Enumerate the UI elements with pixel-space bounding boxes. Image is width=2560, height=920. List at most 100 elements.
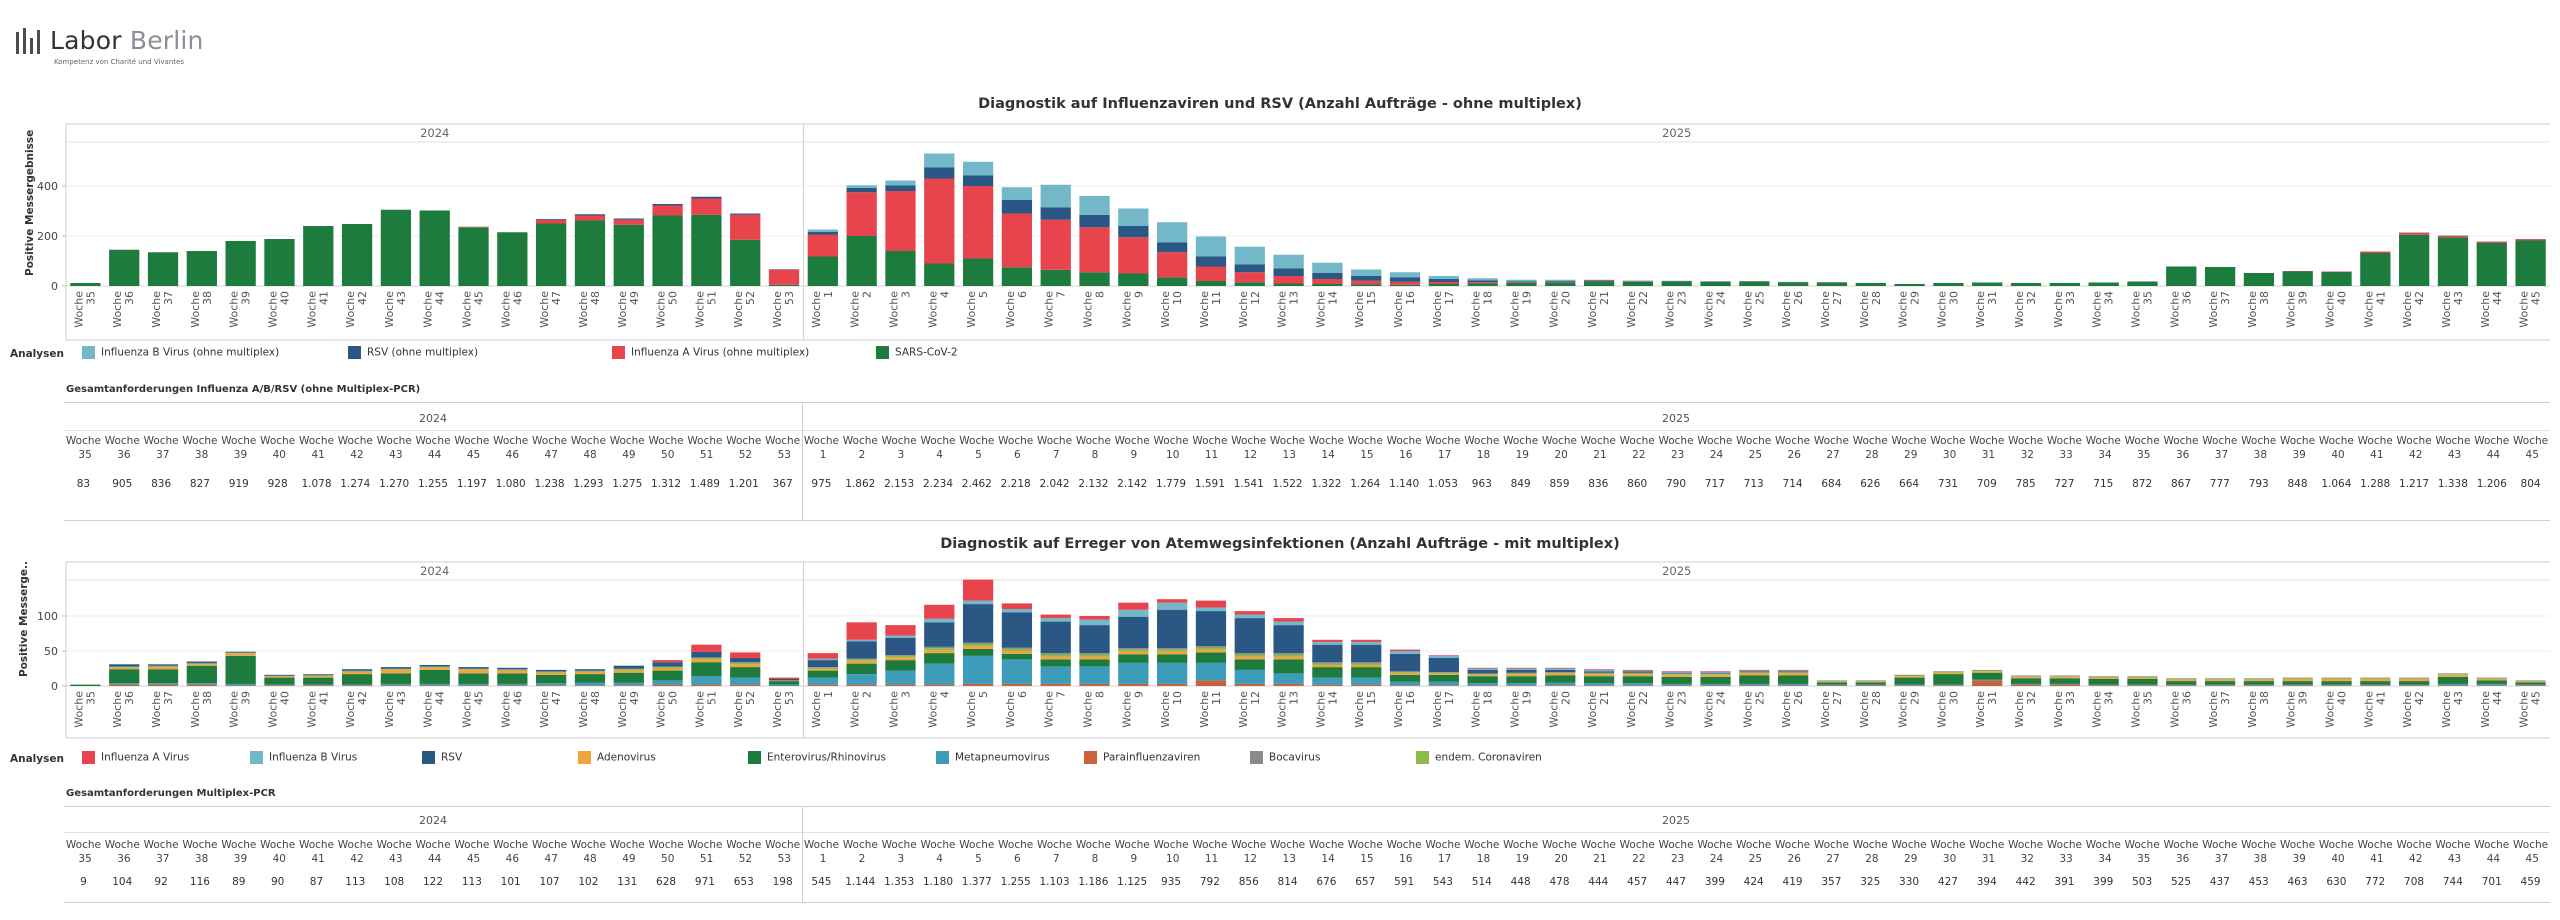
svg-text:10: 10 bbox=[1171, 291, 1184, 305]
x-tick-label: Woche 25 bbox=[1741, 291, 1766, 328]
bar-segment bbox=[419, 667, 450, 670]
bar-segment bbox=[536, 683, 567, 686]
bar-segment bbox=[1079, 659, 1110, 667]
table-week-header: Woche 1 bbox=[803, 839, 839, 865]
table-value: 478 bbox=[1549, 876, 1570, 888]
table-week-header: Woche 39 bbox=[221, 839, 257, 865]
x-tick-label: Woche 16 bbox=[1392, 691, 1417, 728]
svg-text:52: 52 bbox=[744, 691, 757, 705]
bar-segment bbox=[924, 663, 955, 685]
svg-text:Woche: Woche bbox=[2324, 291, 2337, 328]
bar-segment bbox=[2360, 684, 2391, 686]
legend-item[interactable]: Metapneumovirus bbox=[936, 751, 1050, 769]
bar-segment bbox=[1545, 279, 1576, 281]
bar-segment bbox=[380, 673, 412, 684]
x-tick-label: Woche 50 bbox=[655, 691, 680, 728]
bar-segment bbox=[1545, 675, 1576, 683]
bar-segment bbox=[924, 653, 955, 664]
table-week-header: Woche 37 bbox=[2202, 435, 2238, 461]
svg-text:48: 48 bbox=[589, 291, 602, 305]
bar-segment bbox=[807, 653, 838, 659]
x-tick-label: Woche 2 bbox=[849, 291, 874, 328]
bar-segment bbox=[691, 651, 722, 658]
legend-item[interactable]: Parainfluenzaviren bbox=[1084, 751, 1200, 769]
x-tick-label: Woche 2 bbox=[849, 691, 874, 728]
bar-segment bbox=[2204, 679, 2236, 682]
legend-item[interactable]: endem. Coronaviren bbox=[1416, 751, 1542, 769]
svg-text:1: 1 bbox=[822, 291, 835, 298]
bar-segment bbox=[1467, 674, 1498, 675]
legend-item[interactable]: Influenza B Virus bbox=[250, 751, 357, 769]
bar-segment bbox=[2049, 675, 2080, 677]
bar-segment bbox=[1351, 639, 1382, 642]
legend-item[interactable]: Enterovirus/Rhinovirus bbox=[748, 751, 886, 769]
bar-segment bbox=[574, 670, 606, 672]
legend-item[interactable]: Influenza B Virus (ohne multiplex) bbox=[82, 346, 279, 364]
bar-segment bbox=[2282, 271, 2313, 286]
bar-segment bbox=[1661, 674, 1692, 677]
bar-segment bbox=[2399, 678, 2430, 679]
bar-segment bbox=[1506, 685, 1537, 686]
svg-text:Woche: Woche bbox=[1508, 691, 1521, 728]
bar-segment bbox=[380, 685, 412, 686]
bar-segment bbox=[1778, 671, 1809, 672]
table-value: 113 bbox=[345, 876, 366, 888]
bar-segment bbox=[1351, 269, 1382, 276]
legend-item[interactable]: RSV bbox=[422, 751, 462, 769]
legend-item[interactable]: Influenza A Virus bbox=[82, 751, 189, 769]
legend-item[interactable]: Influenza A Virus (ohne multiplex) bbox=[612, 346, 809, 364]
legend-item[interactable]: SARS-CoV-2 bbox=[876, 346, 958, 364]
bar-segment bbox=[2321, 679, 2352, 682]
bar-segment bbox=[1545, 282, 1576, 286]
bar-segment bbox=[147, 665, 179, 667]
table-week-header: Woche 12 bbox=[1231, 435, 1267, 461]
legend-item[interactable]: Adenovirus bbox=[578, 751, 656, 769]
table-value: 836 bbox=[151, 478, 172, 490]
bar-segment bbox=[1195, 600, 1227, 608]
legend-item[interactable]: Bocavirus bbox=[1250, 751, 1320, 769]
bar-segment bbox=[1506, 672, 1537, 674]
table-value: 971 bbox=[694, 876, 715, 888]
table-week-header: Woche 49 bbox=[609, 435, 645, 461]
bar-segment bbox=[924, 167, 955, 179]
bar-segment bbox=[613, 218, 644, 220]
svg-text:Woche: Woche bbox=[810, 691, 823, 728]
svg-text:Woche: Woche bbox=[538, 291, 551, 328]
bar-segment bbox=[1583, 669, 1615, 670]
year-label-2024: 2024 bbox=[420, 564, 449, 578]
x-tick-label: Woche 11 bbox=[1198, 291, 1223, 328]
bar-segment bbox=[109, 669, 140, 684]
bar-segment bbox=[2399, 677, 2430, 679]
table-value: 543 bbox=[1432, 876, 1453, 888]
x-tick-label: Woche 21 bbox=[1586, 691, 1611, 728]
x-tick-label: Woche 10 bbox=[1159, 291, 1184, 328]
svg-text:Woche: Woche bbox=[1819, 691, 1832, 728]
bar-segment bbox=[1389, 281, 1421, 285]
bar-segment bbox=[225, 683, 256, 686]
x-tick-label: Woche 36 bbox=[2168, 691, 2193, 728]
svg-text:38: 38 bbox=[201, 691, 214, 705]
bar-segment bbox=[2166, 681, 2197, 685]
table-value: 1.064 bbox=[2321, 478, 2352, 490]
table-week-header: Woche 50 bbox=[648, 435, 684, 461]
svg-text:45: 45 bbox=[2530, 291, 2543, 305]
bar-segment bbox=[1351, 284, 1382, 286]
bar-segment bbox=[225, 655, 256, 684]
bar-segment bbox=[1622, 280, 1654, 281]
x-tick-label: Woche 15 bbox=[1353, 691, 1378, 728]
table-value: 90 bbox=[270, 876, 285, 888]
x-tick-label: Woche 34 bbox=[2091, 291, 2116, 328]
table-value: 442 bbox=[2015, 876, 2036, 888]
svg-text:Woche: Woche bbox=[1858, 691, 1871, 728]
legend-label: Enterovirus/Rhinovirus bbox=[767, 751, 887, 764]
bar-segment bbox=[2127, 281, 2158, 286]
bar-segment bbox=[147, 252, 179, 286]
table-week-header: Woche 27 bbox=[1813, 435, 1849, 461]
bar-segment bbox=[768, 284, 800, 286]
legend-item[interactable]: RSV (ohne multiplex) bbox=[348, 346, 478, 364]
svg-text:42: 42 bbox=[2413, 291, 2426, 305]
bar-segment bbox=[1118, 237, 1149, 274]
bar-segment bbox=[1506, 669, 1537, 673]
bar-segment bbox=[2010, 684, 2042, 686]
table-value: 330 bbox=[1899, 876, 1920, 888]
